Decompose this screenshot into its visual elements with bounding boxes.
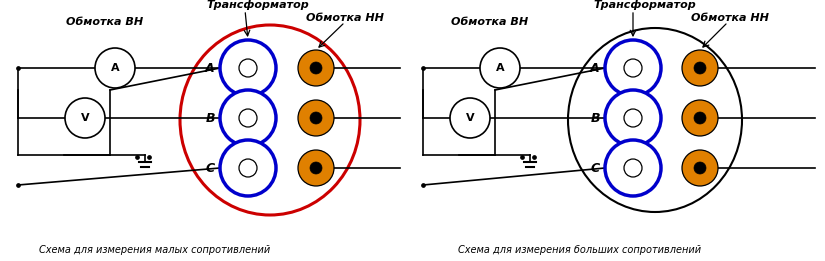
Text: C: C — [591, 162, 600, 175]
Text: A: A — [111, 63, 120, 73]
Circle shape — [624, 59, 642, 77]
Text: B: B — [590, 111, 600, 124]
Text: V: V — [81, 113, 89, 123]
Circle shape — [298, 50, 334, 86]
Circle shape — [450, 98, 490, 138]
Circle shape — [694, 162, 706, 174]
Circle shape — [694, 112, 706, 124]
Circle shape — [65, 98, 105, 138]
Circle shape — [220, 90, 276, 146]
Text: Обмотка ВН: Обмотка ВН — [451, 17, 529, 27]
Circle shape — [694, 62, 706, 74]
Text: A: A — [496, 63, 504, 73]
Text: Обмотка НН: Обмотка НН — [691, 13, 769, 23]
Circle shape — [310, 62, 322, 74]
Circle shape — [605, 140, 661, 196]
Circle shape — [239, 59, 257, 77]
Text: C: C — [205, 162, 215, 175]
Text: Схема для измерения малых сопротивлений: Схема для измерения малых сопротивлений — [40, 245, 271, 255]
Circle shape — [682, 150, 718, 186]
Circle shape — [624, 159, 642, 177]
Circle shape — [310, 112, 322, 124]
Circle shape — [239, 109, 257, 127]
Text: Трансформатор: Трансформатор — [206, 0, 309, 10]
Text: B: B — [205, 111, 215, 124]
Circle shape — [220, 40, 276, 96]
Text: A: A — [590, 62, 600, 74]
Circle shape — [682, 100, 718, 136]
Circle shape — [298, 150, 334, 186]
Circle shape — [298, 100, 334, 136]
Circle shape — [605, 40, 661, 96]
Text: A: A — [205, 62, 215, 74]
Circle shape — [220, 140, 276, 196]
Text: V: V — [465, 113, 474, 123]
Circle shape — [624, 109, 642, 127]
Circle shape — [310, 162, 322, 174]
Text: Трансформатор: Трансформатор — [594, 0, 696, 10]
Circle shape — [605, 90, 661, 146]
Circle shape — [239, 159, 257, 177]
Text: Схема для измерения больших сопротивлений: Схема для измерения больших сопротивлени… — [459, 245, 701, 255]
Circle shape — [480, 48, 520, 88]
Text: Обмотка НН: Обмотка НН — [306, 13, 384, 23]
Circle shape — [682, 50, 718, 86]
Text: Обмотка ВН: Обмотка ВН — [67, 17, 144, 27]
Circle shape — [95, 48, 135, 88]
